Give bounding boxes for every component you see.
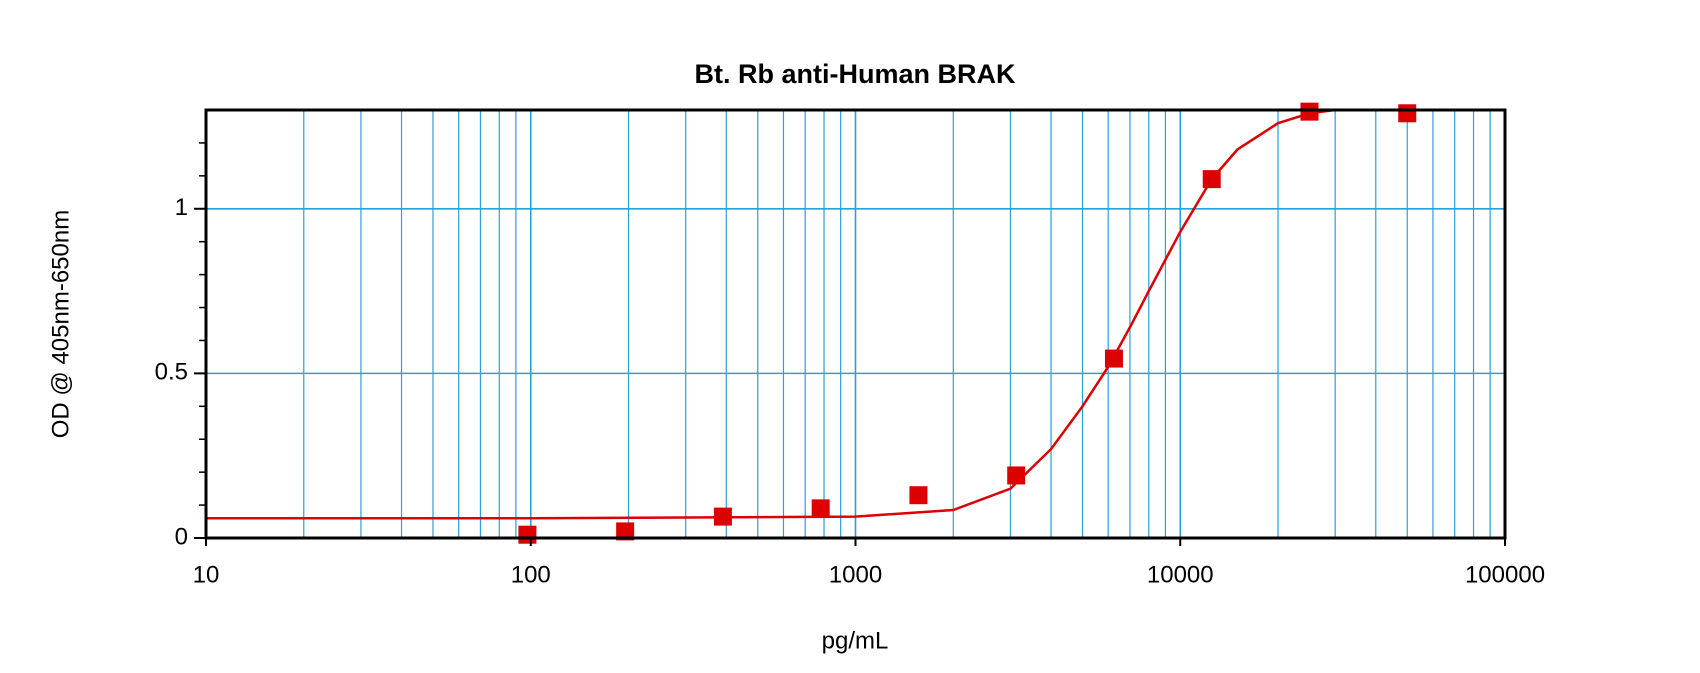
data-point [1104, 349, 1123, 368]
data-point [1202, 170, 1221, 189]
data-point [616, 522, 635, 541]
grid [205, 110, 1506, 539]
x-axis-label: pg/mL [822, 627, 889, 654]
y-tick-label: 1 [175, 194, 188, 221]
data-point [1300, 102, 1319, 121]
data-point [811, 499, 830, 518]
y-tick-label: 0 [175, 523, 188, 550]
x-tick-label: 100 [511, 561, 551, 588]
x-tick-label: 10000 [1147, 561, 1214, 588]
y-tick-label: 0.5 [155, 359, 188, 386]
y-axis-label: OD @ 405nm-650nm [47, 210, 74, 438]
chart-title: Bt. Rb anti-Human BRAK [695, 59, 1016, 89]
x-tick-label: 10 [193, 561, 220, 588]
x-tick-label: 1000 [829, 561, 882, 588]
data-point [1007, 466, 1026, 485]
plot-marks [206, 102, 1417, 544]
data-point [518, 525, 537, 544]
data-point [1398, 104, 1417, 123]
fit-curve [206, 108, 1336, 520]
data-point [713, 507, 732, 526]
data-point [909, 486, 928, 505]
x-tick-label: 100000 [1465, 561, 1545, 588]
